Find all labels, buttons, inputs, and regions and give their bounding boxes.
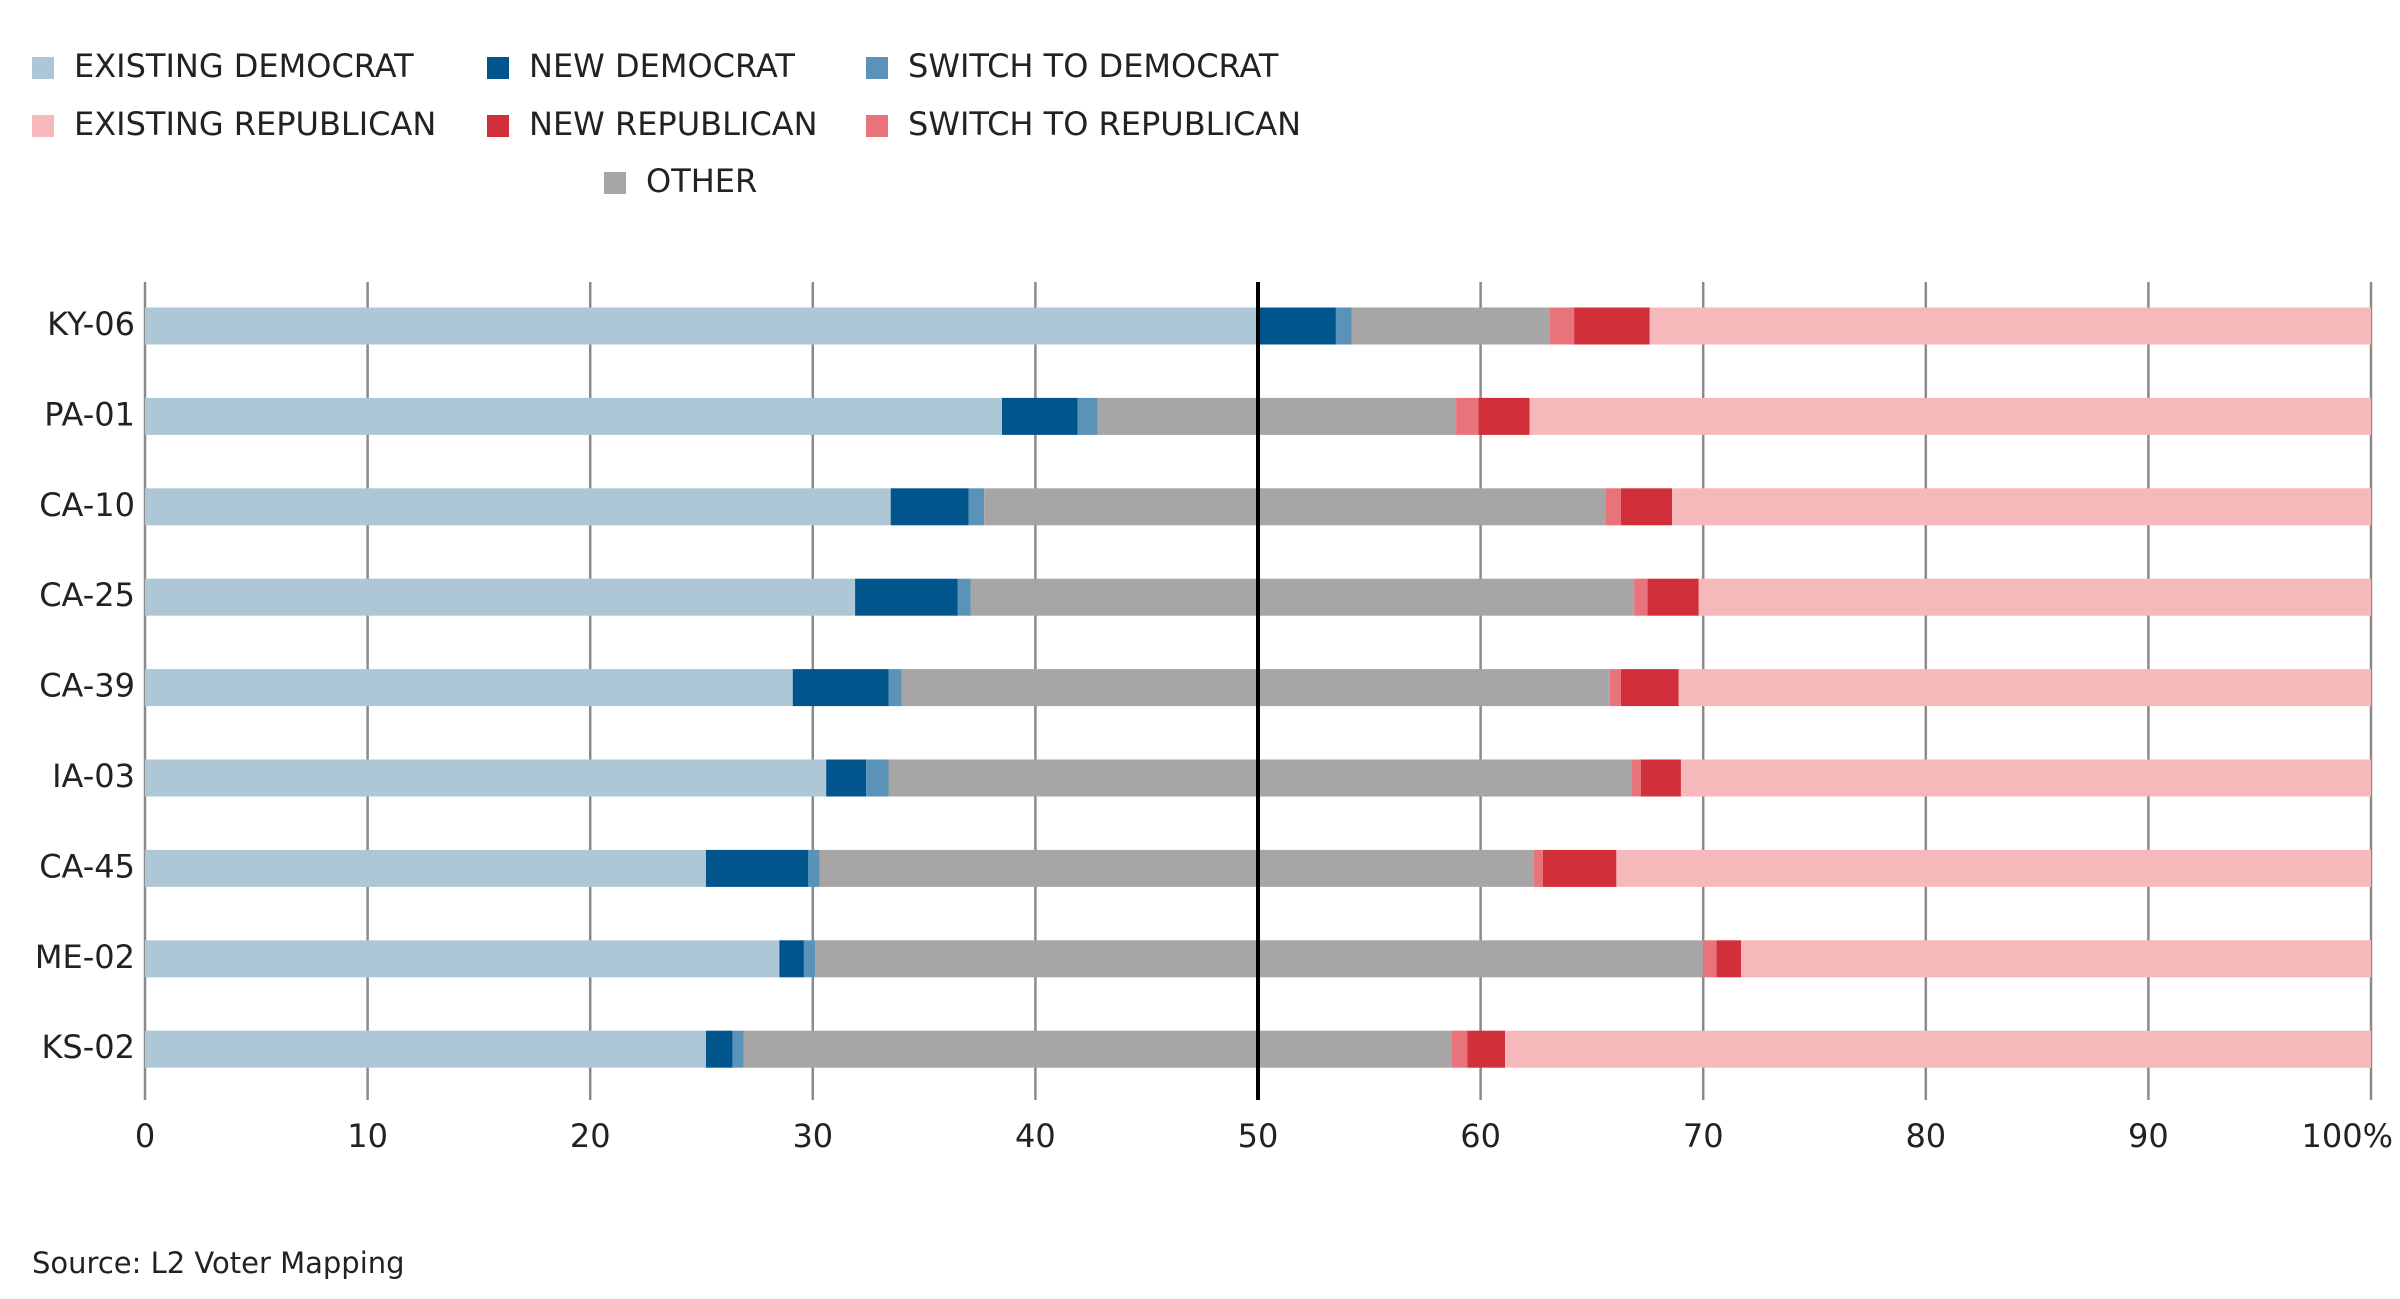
bar-segment — [984, 488, 1606, 526]
bar-segment — [1741, 940, 2371, 978]
y-tick-label: KS-02 — [41, 1028, 135, 1066]
bar-segment — [1097, 397, 1457, 435]
x-tick-label: 80 — [1905, 1117, 1946, 1155]
x-tick-label: 10 — [347, 1117, 388, 1155]
bar-segment — [1258, 307, 1336, 345]
bar-segment — [1002, 397, 1078, 435]
bar-segment — [1634, 578, 1648, 616]
bar-segment — [1703, 940, 1717, 978]
x-tick-label: 0 — [135, 1117, 155, 1155]
legend-label: SWITCH TO DEMOCRAT — [908, 47, 1279, 85]
y-tick-label: PA-01 — [44, 395, 135, 433]
bar-segment — [145, 669, 793, 707]
bar-segment — [743, 1030, 1452, 1068]
y-tick-label: ME-02 — [35, 938, 135, 976]
bar-segment — [1680, 759, 2371, 797]
bar-segment — [705, 849, 809, 887]
bar-segment — [145, 397, 1003, 435]
bar-segment — [819, 849, 1535, 887]
legend-swatch — [866, 57, 888, 79]
bar-segment — [1077, 397, 1098, 435]
bar-segment — [145, 578, 856, 616]
bar-segment — [1505, 1030, 2371, 1068]
x-tick-label: 90 — [2128, 1117, 2169, 1155]
bar-segment — [1678, 669, 2371, 707]
x-tick-label: 60 — [1460, 1117, 1501, 1155]
bar-segment — [1631, 759, 1641, 797]
x-tick-label: 40 — [1015, 1117, 1056, 1155]
x-tick-label: 30 — [792, 1117, 833, 1155]
bar-segment — [1478, 397, 1530, 435]
bar-segment — [803, 940, 816, 978]
bar-segment — [145, 307, 1258, 345]
bar-segment — [145, 488, 891, 526]
legend-swatch — [487, 57, 509, 79]
bar-segment — [1698, 578, 2371, 616]
legend-swatch — [866, 115, 888, 137]
bar-segment — [1616, 849, 2371, 887]
bar-segment — [1549, 307, 1575, 345]
legend-label: EXISTING REPUBLICAN — [74, 105, 436, 143]
bar-segment — [1467, 1030, 1506, 1068]
bar-segment — [1609, 669, 1621, 707]
legend-swatch — [604, 172, 626, 194]
bar-segment — [808, 849, 820, 887]
y-tick-label: CA-10 — [39, 486, 135, 524]
legend-label: OTHER — [646, 162, 757, 200]
bar-segment — [779, 940, 804, 978]
y-tick-label: IA-03 — [52, 757, 135, 795]
x-tick-label: 20 — [570, 1117, 611, 1155]
bar-segment — [1649, 307, 2371, 345]
legend-label: SWITCH TO REPUBLICAN — [908, 105, 1301, 143]
source-note: Source: L2 Voter Mapping — [32, 1246, 405, 1280]
x-tick-label: 50 — [1238, 1117, 1279, 1155]
bar-segment — [732, 1030, 744, 1068]
bar-segment — [145, 849, 706, 887]
legend-swatch — [487, 115, 509, 137]
y-tick-label: CA-39 — [39, 667, 135, 705]
bar-segment — [957, 578, 971, 616]
x-tick-label: 70 — [1683, 1117, 1724, 1155]
bar-segment — [1542, 849, 1617, 887]
bar-segment — [1647, 578, 1699, 616]
bar-segment — [1574, 307, 1650, 345]
y-tick-label: CA-25 — [39, 576, 135, 614]
bar-segment — [1672, 488, 2371, 526]
bar-segment — [1456, 397, 1479, 435]
bar-segment — [888, 759, 1632, 797]
bar-segment — [970, 578, 1635, 616]
bar-segment — [855, 578, 958, 616]
bar-segment — [145, 940, 780, 978]
bar-segment — [1451, 1030, 1468, 1068]
bar-segment — [1605, 488, 1621, 526]
bar-segment — [1351, 307, 1550, 345]
y-tick-label: CA-45 — [39, 847, 135, 885]
bar-segment — [826, 759, 867, 797]
bar-segment — [705, 1030, 733, 1068]
bar-segment — [901, 669, 1610, 707]
legend-label: NEW REPUBLICAN — [529, 105, 818, 143]
bar-segment — [1529, 397, 2371, 435]
bar-segment — [1534, 849, 1543, 887]
bar-segment — [1620, 488, 1673, 526]
legend-swatch — [32, 115, 54, 137]
legend-label: NEW DEMOCRAT — [529, 47, 795, 85]
bar-segment — [1335, 307, 1352, 345]
legend-swatch — [32, 57, 54, 79]
bar-segment — [792, 669, 889, 707]
bar-segment — [890, 488, 969, 526]
bar-segment — [1716, 940, 1742, 978]
bar-segment — [145, 1030, 706, 1068]
bar-segment — [1640, 759, 1681, 797]
legend-label: EXISTING DEMOCRAT — [74, 47, 414, 85]
bar-segment — [888, 669, 902, 707]
bar-segment — [145, 759, 827, 797]
y-tick-label: KY-06 — [47, 305, 135, 343]
bar-segment — [1620, 669, 1679, 707]
bar-segment — [866, 759, 889, 797]
bar-segment — [968, 488, 985, 526]
x-tick-label: 100% — [2302, 1117, 2393, 1155]
